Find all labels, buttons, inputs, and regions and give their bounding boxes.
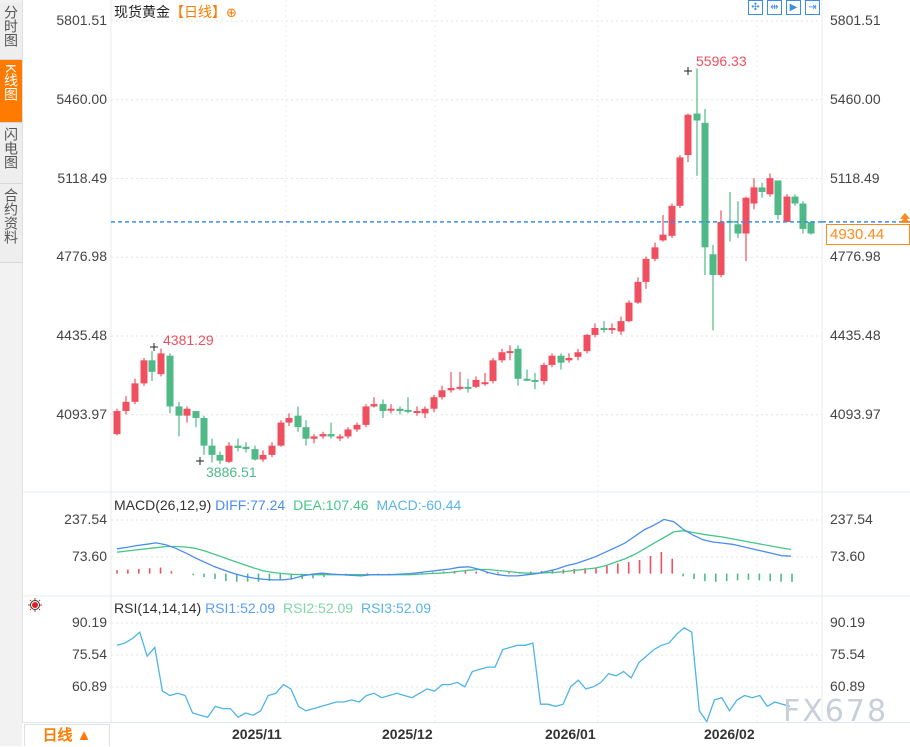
axis-tick-label: 4776.98 (56, 248, 107, 265)
axis-tick-label: 75.54 (830, 646, 866, 662)
diff-value: DIFF:77.24 (215, 497, 286, 513)
tab-label: 分时图 (3, 5, 19, 47)
rsi-title: RSI(14,14,14) (114, 600, 202, 616)
axis-tick-label: 73.60 (830, 548, 866, 564)
axis-tick-label: 73.60 (71, 548, 107, 564)
axis-tick-label: 5118.49 (57, 169, 107, 186)
axis-tick-label: 5460.00 (56, 90, 107, 107)
rsi3-value: RSI3:52.09 (360, 600, 432, 616)
axis-tick-label: 237.54 (64, 511, 107, 527)
rsi1-value: RSI1:52.09 (205, 600, 276, 616)
rsi2-value: RSI2:52.09 (283, 600, 354, 616)
tab-kline[interactable]: K线图 (0, 60, 22, 123)
symbol-name: 现货黄金 (114, 4, 170, 20)
tab-timeshare[interactable]: 分时图 (0, 3, 22, 60)
date-label: 2025/11 (232, 726, 282, 742)
axis-tick-label: 5801.51 (56, 12, 107, 28)
axis-tick-label: 4435.48 (56, 326, 107, 343)
indicator-settings-icon[interactable] (28, 598, 42, 612)
macd-value: MACD:-60.44 (376, 497, 462, 513)
tab-label: 闪电图 (3, 127, 19, 169)
chart-title: 现货黄金【日线】⊕ (114, 2, 237, 22)
add-compare-icon[interactable]: ⊕ (226, 5, 237, 20)
chart-toolbar: ✣ ⇹ ▶ ⇥ (748, 0, 820, 15)
play-icon[interactable]: ▶ (786, 0, 801, 15)
axis-tick-label: 5460.00 (830, 90, 881, 107)
svg-text:3886.51: 3886.51 (206, 464, 257, 480)
date-label: 2026/02 (704, 726, 755, 742)
period-label: 【日线】 (170, 4, 226, 20)
dea-value: DEA:107.46 (293, 497, 369, 513)
sidebar: 分时图 K线图 闪电图 合约资料 (0, 0, 23, 746)
svg-text:4381.29: 4381.29 (163, 332, 214, 348)
axis-tick-label: 4093.97 (56, 405, 107, 422)
macd-legend: MACD(26,12,9) DIFF:77.24 DEA:107.46 MACD… (114, 497, 461, 513)
date-label: 2025/12 (382, 726, 433, 742)
zoom-range-icon[interactable]: ⇹ (767, 0, 782, 15)
axis-tick-label: 5801.51 (830, 12, 881, 28)
time-axis (22, 722, 910, 747)
axis-tick-label: 75.54 (71, 646, 107, 662)
svg-text:5596.33: 5596.33 (696, 53, 747, 69)
tab-flash[interactable]: 闪电图 (0, 123, 22, 184)
go-latest-icon[interactable]: ⇥ (805, 0, 820, 15)
crosshair-icon[interactable]: ✣ (748, 0, 763, 15)
axis-tick-label: 90.19 (830, 614, 866, 630)
axis-tick-label: 90.19 (71, 614, 107, 630)
macd-title: MACD(26,12,9) (114, 497, 212, 513)
axis-tick-label: 60.89 (71, 678, 107, 694)
current-price-tag: 4930.44 (826, 224, 910, 245)
date-label: 2026/01 (545, 726, 596, 742)
axis-tick-label: 5118.49 (830, 169, 880, 186)
axis-tick-label: 4093.97 (830, 405, 881, 422)
watermark: FX678 (783, 694, 889, 729)
tab-contract-info[interactable]: 合约资料 (0, 184, 22, 263)
tab-label: 合约资料 (3, 188, 19, 244)
axis-tick-label: 60.89 (830, 678, 866, 694)
period-selector-button[interactable]: 日线 ▲ (24, 724, 110, 746)
rsi-legend: RSI(14,14,14) RSI1:52.09 RSI2:52.09 RSI3… (114, 600, 431, 616)
axis-tick-label: 4435.48 (830, 326, 881, 343)
axis-tick-label: 4776.98 (830, 248, 881, 265)
axis-tick-label: 237.54 (830, 511, 873, 527)
tab-label: K线图 (3, 64, 19, 102)
